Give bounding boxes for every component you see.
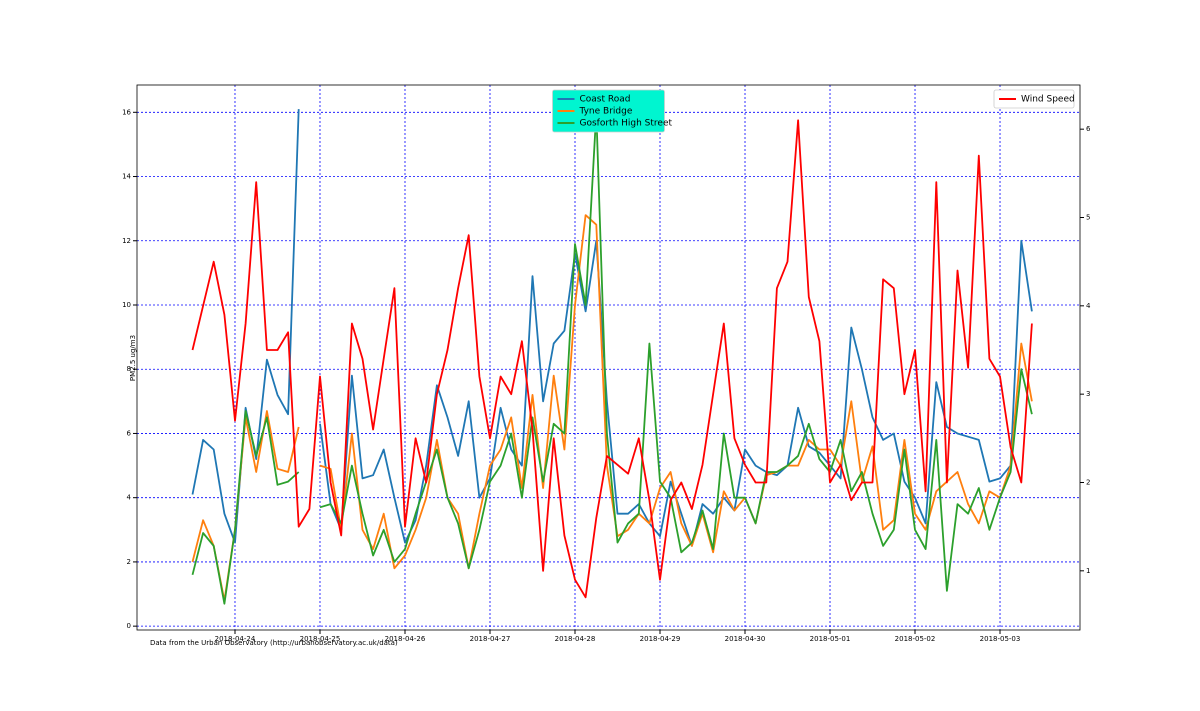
x-tick-label: 2018-05-01 [810,635,851,643]
series-line [191,111,1033,605]
x-tick-label: 2018-04-27 [470,635,511,643]
y-tick-label: 12 [122,237,131,245]
y-tick-label: 2 [127,558,131,566]
y2-tick-label: 4 [1086,302,1091,310]
x-tick-label: 2018-04-28 [555,635,596,643]
legend-label: Wind Speed [1021,95,1075,105]
series-line [191,119,1033,599]
y-axis-label: PM2.5 ug/m3 [129,335,137,381]
y2-tick-label: 6 [1086,125,1091,133]
x-tick-label: 2018-04-30 [725,635,766,643]
y2-tick-label: 1 [1086,567,1090,575]
x-tick-label: 2018-05-03 [980,635,1021,643]
y-tick-label: 6 [127,429,132,437]
y2-tick-label: 3 [1086,390,1090,398]
y-tick-label: 14 [122,173,131,181]
legend-box [552,89,665,133]
note: Data from the Urban Observatory (http://… [150,639,398,647]
x-tick-label: 2018-04-25 [300,635,341,643]
y-tick-label: 0 [127,622,131,630]
x-tick-label: 2018-04-24 [215,635,256,643]
y-tick-label: 4 [127,494,132,502]
legend-box [993,89,1075,109]
x-tick-label: 2018-04-26 [385,635,426,643]
y-tick-label: 10 [122,301,131,309]
legend-label: Coast Road [580,95,631,105]
y2-tick-label: 2 [1086,478,1090,486]
y-tick-label: 8 [127,365,131,373]
x-tick-label: 2018-05-02 [895,635,936,643]
y-tick-label: 16 [122,108,131,116]
plot-frame [136,84,1081,631]
x-tick-label: 2018-04-29 [640,635,681,643]
legend-label: Tyne Bridge [579,107,633,117]
legend-label: Gosforth High Street [580,119,673,129]
y2-tick-label: 5 [1086,213,1090,221]
